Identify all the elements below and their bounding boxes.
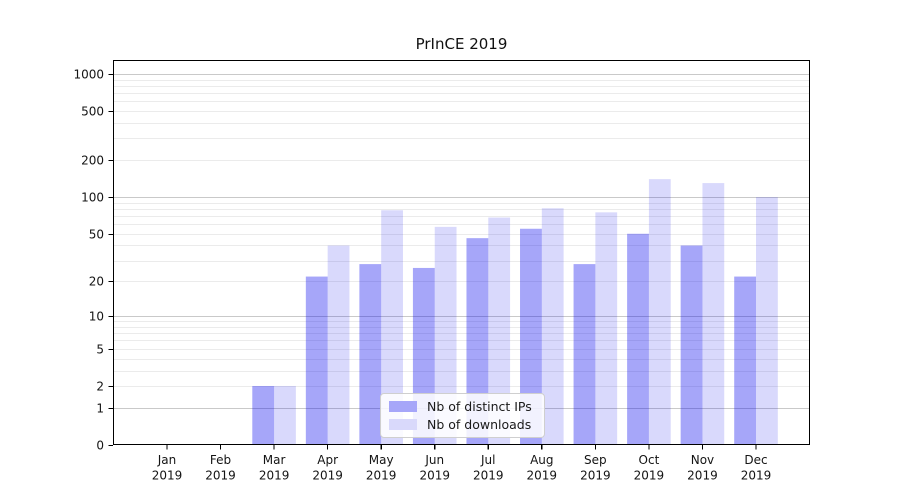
bar-downloads-aug bbox=[541, 208, 564, 445]
x-tick-label: Jun 2019 bbox=[419, 453, 450, 483]
y-tick-label: 5 bbox=[96, 343, 104, 357]
bar-distinct-ips-dec bbox=[734, 276, 756, 445]
bar-distinct-ips-oct bbox=[627, 233, 649, 445]
y-tick-label: 1000 bbox=[73, 68, 104, 82]
bar-downloads-may bbox=[381, 210, 403, 445]
y-tick-label: 10 bbox=[89, 310, 104, 324]
x-tick-label: Apr 2019 bbox=[312, 453, 343, 483]
legend-label-distinct-ips: Nb of distinct IPs bbox=[427, 399, 532, 414]
y-tick-label: 500 bbox=[81, 105, 104, 119]
x-tick-label: Aug 2019 bbox=[527, 453, 558, 483]
y-tick-label: 0 bbox=[96, 439, 104, 453]
bar-downloads-jul bbox=[488, 217, 511, 445]
x-tick-label: Jul 2019 bbox=[473, 453, 504, 483]
x-axis: Jan 2019 Feb 2019 Mar 2019 Apr 2019 May 2019 Jun 20… bbox=[152, 445, 772, 483]
bar-downloads-jun bbox=[434, 226, 457, 445]
gridlines bbox=[113, 74, 810, 409]
bar-distinct-ips-may bbox=[359, 264, 382, 445]
y-tick-label: 2 bbox=[96, 380, 104, 394]
bar-downloads-apr bbox=[327, 245, 350, 445]
legend-item-downloads: Nb of downloads bbox=[389, 417, 536, 432]
chart-title: PrInCE 2019 bbox=[415, 35, 508, 53]
bar-downloads-sep bbox=[595, 212, 618, 445]
legend-item-distinct-ips: Nb of distinct IPs bbox=[389, 399, 536, 414]
bar-distinct-ips-mar bbox=[252, 385, 275, 445]
bar-downloads-oct bbox=[648, 179, 671, 445]
x-tick-label: Dec 2019 bbox=[741, 453, 772, 483]
bar-downloads-nov bbox=[702, 183, 725, 445]
bar-distinct-ips-nov bbox=[680, 245, 703, 445]
x-tick-label: Jan 2019 bbox=[152, 453, 183, 483]
x-tick-label: Sep 2019 bbox=[580, 453, 611, 483]
bar-distinct-ips-aug bbox=[520, 228, 542, 445]
y-tick-label: 20 bbox=[89, 275, 104, 289]
legend: Nb of distinct IPs Nb of downloads bbox=[380, 393, 545, 438]
y-tick-label: 50 bbox=[89, 228, 104, 242]
legend-label-downloads: Nb of downloads bbox=[427, 417, 532, 432]
y-tick-label: 1 bbox=[96, 402, 104, 416]
bar-downloads-mar bbox=[274, 385, 296, 445]
x-tick-label: Nov 2019 bbox=[687, 453, 718, 483]
legend-swatch-distinct-ips bbox=[389, 401, 417, 412]
y-axis: 0 1 2 5 10 20 50 100 200 500 1000 bbox=[73, 68, 113, 453]
x-tick-label: Feb 2019 bbox=[205, 453, 236, 483]
bar-distinct-ips-apr bbox=[305, 276, 328, 445]
x-tick-label: Oct 2019 bbox=[634, 453, 665, 483]
y-tick-label: 200 bbox=[81, 154, 104, 168]
bar-distinct-ips-sep bbox=[573, 264, 596, 445]
bar-downloads-dec bbox=[756, 197, 778, 445]
x-tick-label: May 2019 bbox=[366, 453, 397, 483]
legend-swatch-downloads bbox=[389, 419, 417, 430]
plot-border bbox=[112, 59, 811, 446]
x-tick-label: Mar 2019 bbox=[259, 453, 290, 483]
y-tick-label: 100 bbox=[81, 191, 104, 205]
